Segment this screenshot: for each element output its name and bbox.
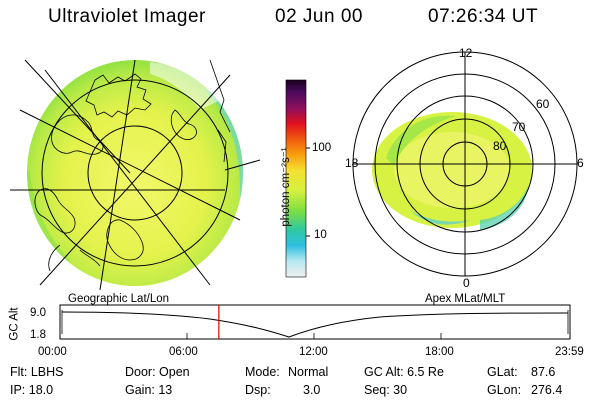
glon-label: GLon:	[487, 383, 522, 397]
colorbar-unit-label: photon cm⁻²s⁻¹	[280, 147, 292, 227]
polar-label-80: 80	[493, 139, 507, 153]
seq-info: Seq: 30	[364, 383, 408, 397]
polar-label-0: 0	[463, 276, 470, 290]
timeline-x-tick-1800: 18:00	[425, 346, 454, 358]
polar-mlat-mlt-plot	[352, 51, 578, 277]
ip-info: IP: 18.0	[10, 383, 54, 397]
time-label: 07:26:34 UT	[428, 6, 539, 27]
glon-value: 276.4	[531, 383, 563, 397]
timeline-y-tick-9: 9.0	[30, 307, 46, 319]
timeline-y-axis-label: GC Alt	[8, 307, 21, 341]
glat-label: GLat:	[487, 365, 518, 379]
gain-info: Gain: 13	[125, 383, 173, 397]
polar-label-18: 18	[345, 156, 359, 170]
timeline-x-tick-0000: 00:00	[38, 346, 67, 358]
polar-label-60: 60	[536, 97, 550, 111]
colorbar-tick-100: 100	[312, 142, 332, 154]
mode-label: Mode:	[245, 365, 280, 379]
altitude-timeline	[59, 304, 571, 340]
geographic-auroral-image	[10, 59, 261, 291]
polar-label-12: 12	[459, 46, 473, 60]
filter-info: Flt: LBHS	[10, 365, 64, 379]
dsp-value: 3.0	[303, 383, 321, 397]
mode-value: Normal	[288, 365, 329, 379]
timeline-x-tick-2359: 23:59	[555, 346, 584, 358]
apex-mlat-mlt-title: Apex MLat/MLT	[425, 293, 506, 305]
colorbar	[285, 79, 310, 278]
date-label: 02 Jun 00	[275, 6, 363, 27]
polar-label-70: 70	[512, 120, 526, 134]
timeline-x-tick-0600: 06:00	[169, 346, 198, 358]
geographic-latlon-title: Geographic Lat/Lon	[68, 293, 170, 305]
glat-value: 87.6	[531, 365, 556, 379]
dsp-label: Dsp:	[245, 383, 271, 397]
gc-alt-info: GC Alt: 6.5 Re	[364, 365, 444, 379]
colorbar-tick-10: 10	[314, 229, 327, 241]
door-info: Door: Open	[125, 365, 190, 379]
app-title: Ultraviolet Imager	[48, 6, 206, 27]
timeline-y-tick-1-8: 1.8	[30, 329, 46, 341]
polar-label-6: 6	[577, 156, 584, 170]
timeline-x-tick-1200: 12:00	[299, 346, 328, 358]
polar-auroral-oval	[372, 112, 532, 230]
